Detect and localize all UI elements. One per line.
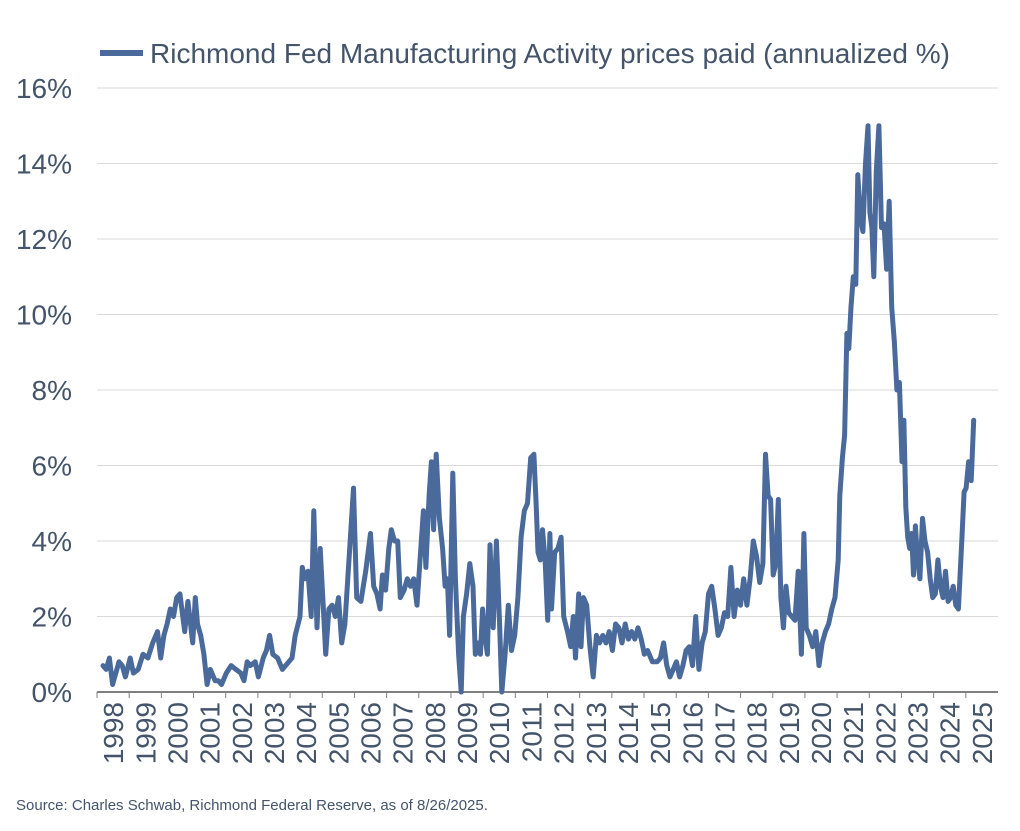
y-tick-label: 12% <box>16 224 72 255</box>
x-tick-label: 2015 <box>645 702 676 764</box>
y-tick-label: 4% <box>32 526 72 557</box>
x-axis-ticks: 1998 1999 2000 2001 2002 2003 2004 2005 2006 2007… <box>96 692 998 764</box>
x-tick-label: 2014 <box>613 702 644 764</box>
legend-label: Richmond Fed Manufacturing Activity pric… <box>150 38 950 69</box>
y-tick-label: 10% <box>16 300 72 331</box>
x-tick-label: 2017 <box>709 702 740 764</box>
x-tick-label: 2011 <box>516 702 547 762</box>
x-tick-label: 2019 <box>774 702 805 764</box>
x-tick-label: 2001 <box>195 702 226 764</box>
y-tick-label: 0% <box>32 677 72 708</box>
x-tick-label: 2005 <box>323 702 354 764</box>
series-line <box>100 123 977 695</box>
x-tick-label: 2008 <box>420 702 451 764</box>
x-tick-label: 2018 <box>742 702 773 764</box>
x-tick-label: 2024 <box>935 702 966 764</box>
y-tick-label: 8% <box>32 375 72 406</box>
x-tick-label: 2009 <box>452 702 483 764</box>
x-tick-label: 2022 <box>870 702 901 764</box>
x-tick-label: 2002 <box>227 702 258 764</box>
y-tick-label: 16% <box>16 73 72 104</box>
x-tick-label: 2023 <box>903 702 934 764</box>
gridlines <box>97 87 998 617</box>
source-note: Source: Charles Schwab, Richmond Federal… <box>16 797 488 814</box>
y-tick-label: 2% <box>32 602 72 633</box>
x-tick-label: 2021 <box>838 702 869 764</box>
x-tick-label: 2020 <box>806 702 837 764</box>
x-tick-label: 1999 <box>130 702 161 764</box>
x-tick-label: 2006 <box>356 702 387 764</box>
y-tick-label: 14% <box>16 149 72 180</box>
x-tick-label: 2016 <box>677 702 708 764</box>
y-tick-label: 6% <box>32 451 72 482</box>
legend: Richmond Fed Manufacturing Activity pric… <box>100 38 950 69</box>
x-tick-label: 1998 <box>98 702 129 764</box>
x-tick-label: 2004 <box>291 702 322 764</box>
y-axis-ticks: 0% 2% 4% 6% 8% 10% 12% 14% 16% <box>16 73 72 708</box>
x-tick-label: 2013 <box>581 702 612 764</box>
x-tick-label: 2007 <box>388 702 419 764</box>
x-tick-label: 2010 <box>484 702 515 764</box>
x-tick-label: 2025 <box>967 702 998 764</box>
x-tick-label: 2000 <box>162 702 193 764</box>
x-tick-label: 2012 <box>549 702 580 764</box>
x-tick-label: 2003 <box>259 702 290 764</box>
